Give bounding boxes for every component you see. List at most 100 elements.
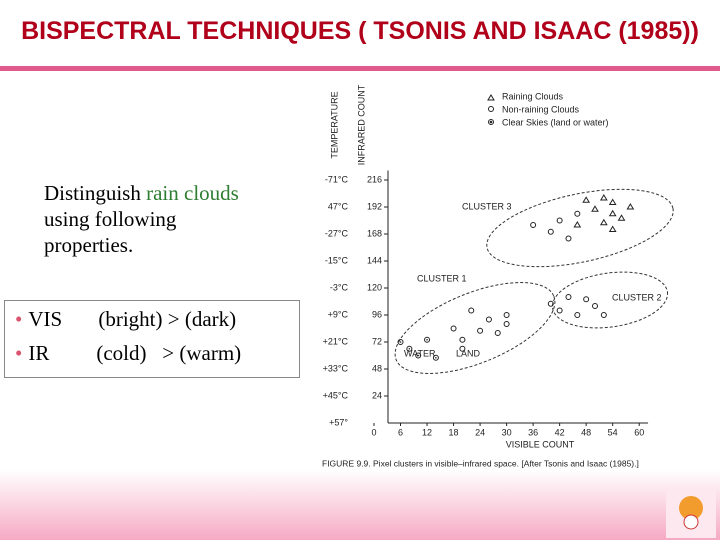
legend-entry: Clear Skies (land or water): [502, 117, 609, 127]
y-tick-label: 48: [372, 363, 382, 373]
annotation: CLUSTER 1: [417, 273, 467, 283]
point: [582, 196, 591, 203]
point: [547, 228, 554, 235]
x-tick-label: 0: [371, 427, 376, 437]
bullet: • IR (cold) > (warm): [15, 341, 242, 365]
footer-band: [0, 470, 720, 540]
y-tick-label: 72: [372, 336, 382, 346]
x-tick-label: 12: [422, 427, 432, 437]
temperature-label: 47°C: [328, 201, 349, 211]
x-tick-label: 54: [608, 427, 618, 437]
point: [574, 312, 581, 318]
temperature-label: -15°C: [325, 255, 349, 265]
y-tick-label: 120: [367, 282, 382, 292]
point: [556, 307, 563, 314]
point: [450, 325, 457, 332]
point: [556, 217, 563, 224]
point: [600, 312, 607, 318]
point: [574, 210, 581, 217]
point: [503, 321, 510, 327]
intro-part: Distinguish: [44, 181, 147, 205]
annotation: LAND: [456, 348, 481, 358]
slide-title: BISPECTRAL TECHNIQUES ( TSONIS AND ISAAC…: [21, 17, 699, 45]
x-tick-label: 30: [502, 427, 512, 437]
point: [573, 221, 582, 228]
point: [406, 345, 413, 352]
intro-text: Distinguish rain clouds using following …: [44, 180, 244, 258]
temperature-label: +57°: [329, 417, 348, 427]
point: [591, 205, 599, 212]
point: [626, 203, 635, 210]
logo-sun: [679, 496, 703, 520]
x-tick-label: 24: [475, 427, 485, 437]
point: [415, 352, 422, 359]
bullet-desc: (bright) > (dark): [98, 307, 237, 331]
point: [547, 300, 554, 307]
point: [494, 330, 501, 336]
temperature-label: +33°C: [323, 363, 349, 373]
y-tick-label: 96: [372, 309, 382, 319]
y-tick-label: 24: [372, 390, 382, 400]
y-tick-label: 216: [367, 174, 382, 184]
bullet-box: • VIS (bright) > (dark) • IR (cold) > (warm): [4, 300, 300, 378]
point: [608, 225, 617, 232]
point: [459, 345, 466, 352]
legend-icons: [487, 94, 495, 125]
point: [599, 218, 608, 226]
point-center: [435, 356, 437, 359]
annotation: CLUSTER 3: [462, 201, 512, 211]
y-tick-label: 168: [367, 228, 382, 238]
bullet: • VIS (bright) > (dark): [15, 307, 237, 331]
point: [565, 294, 572, 300]
x-tick-label: 60: [634, 427, 644, 437]
point: [599, 194, 608, 201]
caption: FIGURE 9.9. Pixel clusters in visible–in…: [322, 458, 639, 468]
y2-axis-label: INFRARED COUNT: [356, 84, 366, 165]
point: [397, 339, 404, 345]
temperature-label: -3°C: [330, 282, 349, 292]
annotation: CLUSTER 2: [612, 292, 662, 302]
temperature-label: +45°C: [323, 390, 349, 400]
bullet-desc: (cold) > (warm): [96, 341, 242, 365]
bullet-term: IR: [28, 341, 50, 365]
point: [432, 354, 439, 361]
bullet-term: VIS: [28, 307, 63, 331]
point: [617, 214, 626, 221]
point: [608, 209, 617, 217]
x-tick-label: 42: [555, 427, 565, 437]
cluster-outlines: [394, 188, 674, 374]
point: [565, 235, 572, 242]
title-rule: [0, 66, 720, 71]
logo-face: [683, 514, 699, 530]
point: [608, 198, 617, 205]
x-tick-label: 18: [449, 427, 459, 437]
x-axis-label: VISIBLE COUNT: [506, 439, 575, 449]
y-axis-label: TEMPERATURE: [329, 91, 339, 158]
temperature-label: -27°C: [325, 228, 349, 238]
point: [485, 316, 492, 323]
point: [583, 296, 590, 303]
point-center: [399, 341, 402, 343]
point: [459, 336, 466, 343]
legend-entry: Raining Clouds: [502, 91, 564, 101]
intro-part: using following properties.: [44, 207, 177, 257]
x-tick-label: 6: [398, 427, 403, 437]
point-center: [426, 338, 428, 341]
point: [592, 303, 598, 309]
point-center: [408, 347, 411, 350]
point: [477, 327, 484, 334]
point: [530, 222, 537, 228]
y-tick-label: 144: [367, 255, 382, 265]
temperature-label: -71°C: [325, 174, 349, 184]
x-tick-label: 48: [581, 427, 591, 437]
legend-entry: Non-raining Clouds: [502, 104, 580, 114]
temperature-label: +21°C: [323, 336, 349, 346]
point: [424, 336, 431, 343]
point: [503, 312, 510, 318]
x-tick-label: 36: [528, 427, 538, 437]
y-tick-label: 192: [367, 201, 382, 211]
temperature-label: +9°C: [328, 309, 349, 319]
